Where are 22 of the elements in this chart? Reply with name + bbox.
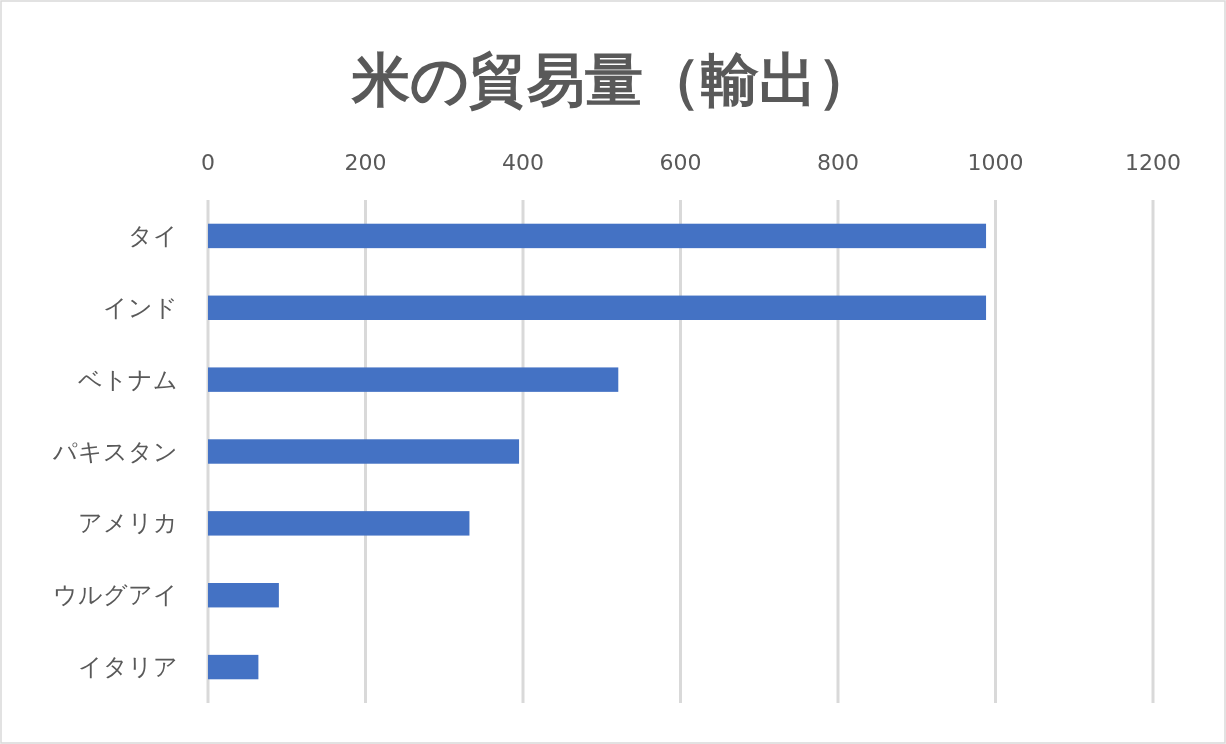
bar — [208, 654, 259, 680]
x-tick-label: 400 — [502, 150, 544, 175]
y-tick-label: ベトナム — [78, 365, 178, 394]
y-tick-label: パキスタン — [52, 437, 178, 466]
x-tick-label: 200 — [344, 150, 387, 175]
x-tick-label: 0 — [201, 150, 215, 175]
bar — [208, 295, 987, 320]
y-tick-label: アメリカ — [78, 509, 178, 538]
y-tick-label: イタリア — [78, 653, 178, 682]
y-tick-label: インド — [103, 293, 178, 322]
y-tick-label: ウルグアイ — [53, 581, 178, 610]
x-tick-label: 600 — [659, 150, 702, 175]
bar — [208, 511, 470, 536]
bar — [208, 583, 279, 608]
bar — [208, 439, 520, 464]
x-tick-label: 800 — [817, 150, 859, 175]
bar — [208, 223, 987, 249]
x-tick-label: 1200 — [1125, 150, 1181, 175]
y-tick-label: タイ — [128, 221, 178, 250]
chart-title: 米の貿易量（輸出） — [350, 46, 875, 114]
x-tick-label: 1000 — [967, 150, 1024, 175]
bar — [208, 367, 619, 392]
